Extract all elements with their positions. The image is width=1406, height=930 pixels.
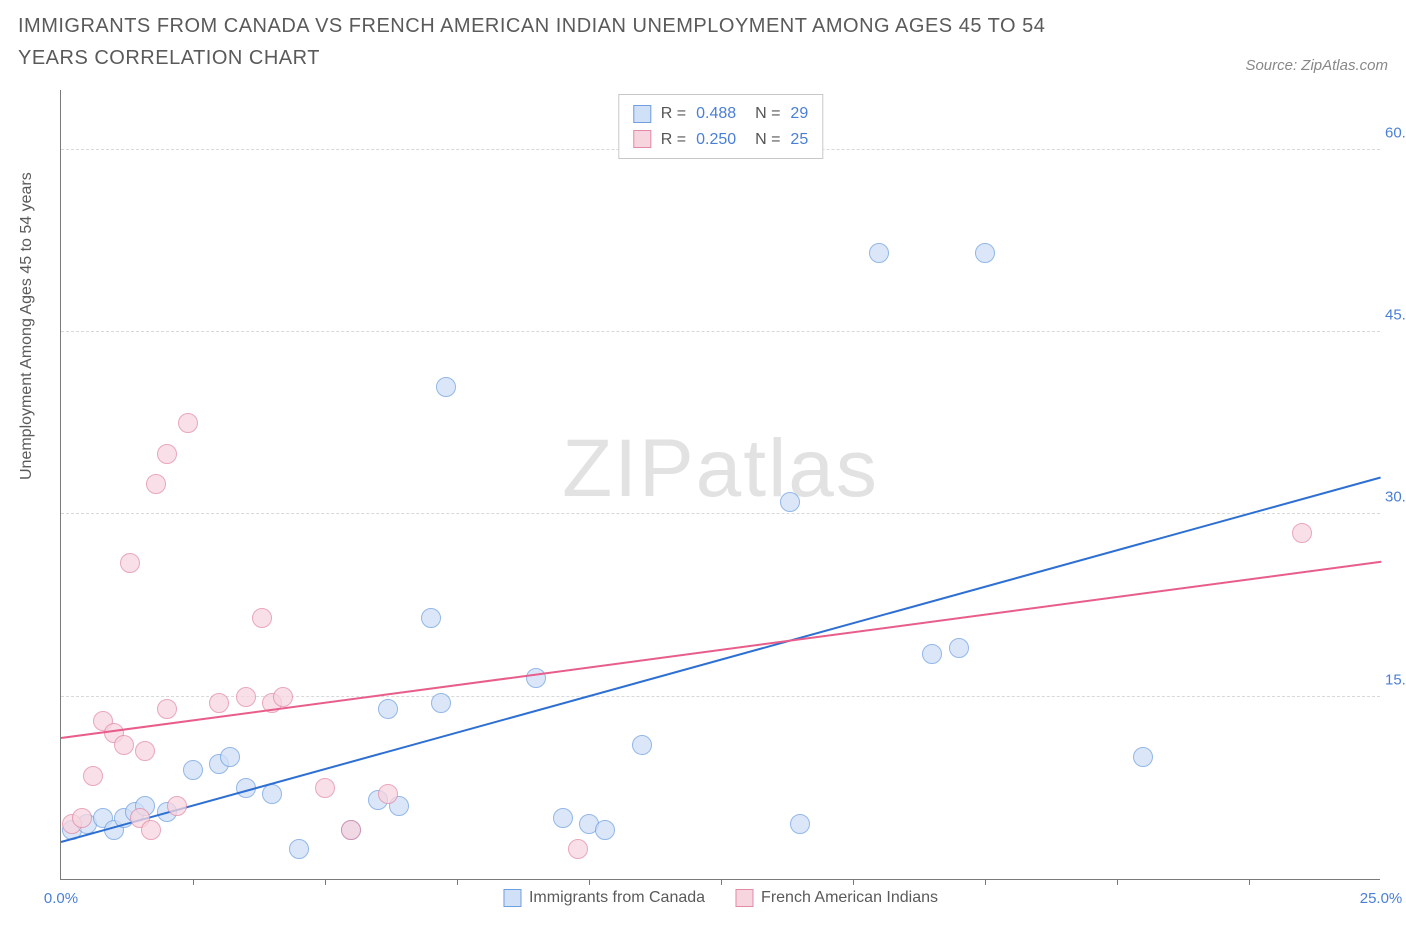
chart-plot-area: ZIPatlas 15.0%30.0%45.0%60.0%0.0%25.0%R … [60, 90, 1380, 880]
scatter-point-canada [378, 699, 398, 719]
scatter-point-canada [1133, 747, 1153, 767]
legend-r-label: R = [661, 101, 686, 127]
scatter-point-french [273, 687, 293, 707]
x-tick [853, 879, 854, 885]
scatter-point-canada [421, 608, 441, 628]
gridline [61, 513, 1380, 514]
legend-n-label: N = [746, 127, 780, 153]
scatter-point-french [378, 784, 398, 804]
scatter-point-french [135, 741, 155, 761]
scatter-point-canada [289, 839, 309, 859]
legend-stats-row: R = 0.250 N = 25 [633, 127, 808, 153]
scatter-point-french [72, 808, 92, 828]
legend-n-value: 29 [790, 101, 808, 127]
scatter-point-canada [975, 243, 995, 263]
legend-r-value: 0.488 [696, 101, 736, 127]
scatter-point-canada [949, 638, 969, 658]
scatter-point-french [157, 444, 177, 464]
x-tick [457, 879, 458, 885]
scatter-point-canada [632, 735, 652, 755]
scatter-point-canada [869, 243, 889, 263]
y-axis-label: Unemployment Among Ages 45 to 54 years [18, 172, 36, 480]
legend-swatch [735, 889, 753, 907]
x-tick [721, 879, 722, 885]
scatter-point-french [178, 413, 198, 433]
scatter-point-french [157, 699, 177, 719]
y-tick-label: 15.0% [1385, 671, 1406, 688]
scatter-point-canada [790, 814, 810, 834]
x-tick [589, 879, 590, 885]
source-label: Source: ZipAtlas.com [1245, 57, 1388, 74]
scatter-point-french [1292, 523, 1312, 543]
legend-series: Immigrants from Canada French American In… [503, 889, 938, 907]
legend-series-label: Immigrants from Canada [529, 889, 705, 907]
x-tick [325, 879, 326, 885]
legend-series-label: French American Indians [761, 889, 938, 907]
scatter-point-french [252, 608, 272, 628]
legend-stats: R = 0.488 N = 29 R = 0.250 N = 25 [618, 94, 823, 159]
x-tick-label: 25.0% [1360, 890, 1403, 907]
gridline [61, 331, 1380, 332]
legend-series-item: French American Indians [735, 889, 938, 907]
legend-r-value: 0.250 [696, 127, 736, 153]
legend-stats-row: R = 0.488 N = 29 [633, 101, 808, 127]
scatter-point-french [114, 735, 134, 755]
scatter-point-canada [526, 668, 546, 688]
legend-n-value: 25 [790, 127, 808, 153]
x-tick [985, 879, 986, 885]
scatter-point-french [83, 766, 103, 786]
scatter-point-french [141, 820, 161, 840]
scatter-point-french [315, 778, 335, 798]
x-tick [193, 879, 194, 885]
legend-swatch [633, 130, 651, 148]
trend-line-canada [61, 476, 1382, 843]
scatter-point-canada [183, 760, 203, 780]
scatter-point-french [167, 796, 187, 816]
scatter-point-canada [553, 808, 573, 828]
legend-series-item: Immigrants from Canada [503, 889, 705, 907]
header: IMMIGRANTS FROM CANADA VS FRENCH AMERICA… [0, 0, 1406, 78]
x-tick [1249, 879, 1250, 885]
y-tick-label: 45.0% [1385, 307, 1406, 324]
y-tick-label: 30.0% [1385, 489, 1406, 506]
scatter-point-canada [780, 492, 800, 512]
x-tick [1117, 879, 1118, 885]
legend-r-label: R = [661, 127, 686, 153]
scatter-point-canada [431, 693, 451, 713]
scatter-point-french [341, 820, 361, 840]
scatter-point-french [236, 687, 256, 707]
y-tick-label: 60.0% [1385, 124, 1406, 141]
legend-n-label: N = [746, 101, 780, 127]
scatter-point-canada [922, 644, 942, 664]
trend-line-french [61, 561, 1381, 739]
scatter-point-french [568, 839, 588, 859]
scatter-point-canada [262, 784, 282, 804]
gridline [61, 696, 1380, 697]
legend-swatch [633, 105, 651, 123]
scatter-point-canada [220, 747, 240, 767]
scatter-point-french [146, 474, 166, 494]
scatter-point-french [120, 553, 140, 573]
legend-swatch [503, 889, 521, 907]
scatter-point-canada [436, 377, 456, 397]
scatter-point-canada [595, 820, 615, 840]
x-tick-label: 0.0% [44, 890, 78, 907]
scatter-point-french [209, 693, 229, 713]
chart-title: IMMIGRANTS FROM CANADA VS FRENCH AMERICA… [18, 10, 1118, 74]
watermark: ZIPatlas [562, 422, 879, 516]
